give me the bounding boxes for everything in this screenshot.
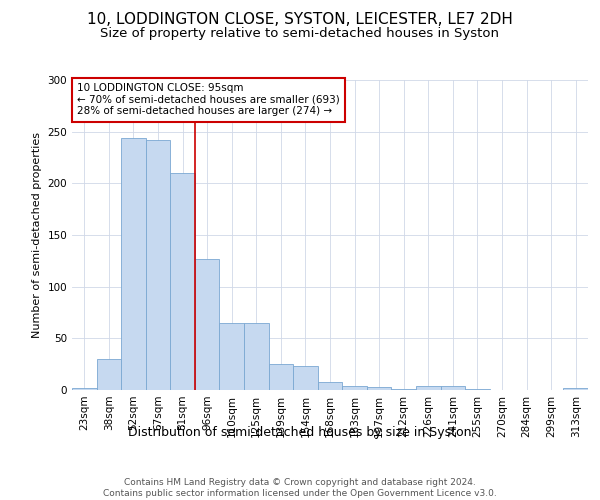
- Bar: [342, 386, 367, 390]
- Text: 10 LODDINGTON CLOSE: 95sqm
← 70% of semi-detached houses are smaller (693)
28% o: 10 LODDINGTON CLOSE: 95sqm ← 70% of semi…: [77, 83, 340, 116]
- Y-axis label: Number of semi-detached properties: Number of semi-detached properties: [32, 132, 42, 338]
- Bar: [367, 387, 391, 390]
- Bar: [72, 388, 97, 390]
- Bar: [170, 173, 195, 390]
- Bar: [563, 388, 588, 390]
- Bar: [244, 323, 269, 390]
- Bar: [220, 323, 244, 390]
- Bar: [121, 138, 146, 390]
- Bar: [97, 359, 121, 390]
- Bar: [195, 259, 220, 390]
- Bar: [440, 386, 465, 390]
- Text: Size of property relative to semi-detached houses in Syston: Size of property relative to semi-detach…: [101, 28, 499, 40]
- Bar: [146, 140, 170, 390]
- Bar: [318, 382, 342, 390]
- Text: Distribution of semi-detached houses by size in Syston: Distribution of semi-detached houses by …: [128, 426, 472, 439]
- Text: 10, LODDINGTON CLOSE, SYSTON, LEICESTER, LE7 2DH: 10, LODDINGTON CLOSE, SYSTON, LEICESTER,…: [87, 12, 513, 28]
- Bar: [269, 364, 293, 390]
- Bar: [465, 389, 490, 390]
- Bar: [391, 389, 416, 390]
- Text: Contains HM Land Registry data © Crown copyright and database right 2024.
Contai: Contains HM Land Registry data © Crown c…: [103, 478, 497, 498]
- Bar: [293, 366, 318, 390]
- Bar: [416, 386, 440, 390]
